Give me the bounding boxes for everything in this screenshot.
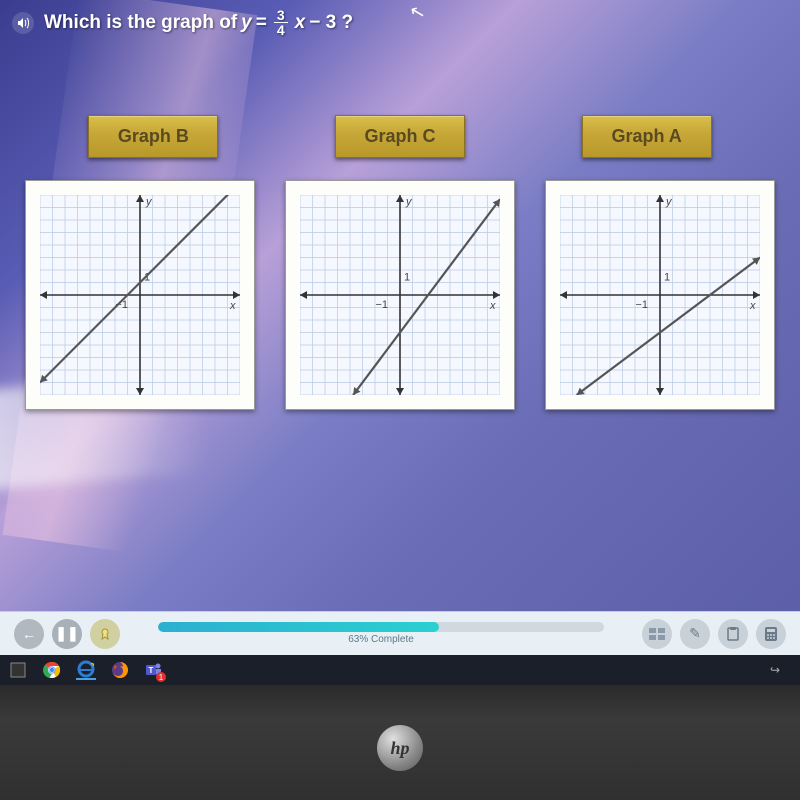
numerator: 3 [274, 8, 288, 23]
fraction: 3 4 [274, 8, 288, 37]
question-prefix: Which is the graph of [44, 12, 237, 34]
svg-text:x: x [229, 300, 236, 312]
taskbar: T1 ↪ [0, 655, 800, 685]
teams-icon[interactable]: T1 [144, 660, 164, 680]
question-bar: Which is the graph of y = 3 4 x − 3 ? [0, 0, 800, 45]
tool-button-1[interactable] [642, 619, 672, 649]
chrome-icon[interactable] [42, 660, 62, 680]
graph-card-b[interactable]: yx1−1 [25, 180, 255, 410]
svg-text:1: 1 [404, 272, 410, 284]
svg-text:1: 1 [664, 272, 670, 284]
svg-text:T: T [149, 666, 154, 675]
question-rest: − 3 ? [309, 12, 353, 34]
app-screen: ↖ Which is the graph of y = 3 4 x − 3 ? … [0, 0, 800, 685]
var-y: y [241, 12, 252, 34]
graph-svg-a: yx1−1 [560, 195, 760, 395]
progress-fill [158, 622, 439, 632]
svg-text:x: x [489, 300, 496, 312]
hp-logo: hp [377, 725, 423, 771]
progress-track [158, 622, 604, 632]
svg-text:−1: −1 [376, 299, 389, 311]
progress-label: 63% Complete [348, 634, 414, 645]
calculator-button[interactable] [756, 619, 786, 649]
badge-button[interactable] [90, 619, 120, 649]
pause-button[interactable]: ❚❚ [52, 619, 82, 649]
graphs-row: yx1−1 yx1−1 yx1−1 [0, 180, 800, 410]
right-tools: ✎ [642, 619, 786, 649]
photo-frame: ↖ Which is the graph of y = 3 4 x − 3 ? … [0, 0, 800, 800]
graph-card-c[interactable]: yx1−1 [285, 180, 515, 410]
svg-text:x: x [749, 300, 756, 312]
clipboard-button[interactable] [718, 619, 748, 649]
ie-icon[interactable] [76, 660, 96, 680]
back-button[interactable]: ← [14, 619, 44, 649]
denominator: 4 [274, 23, 288, 37]
answers-row: Graph B Graph C Graph A [0, 115, 800, 158]
graph-svg-c: yx1−1 [300, 195, 500, 395]
bottom-toolbar: ← ❚❚ 63% Complete ✎ [0, 611, 800, 655]
taskbar-app-icon[interactable] [8, 660, 28, 680]
answer-button-a[interactable]: Graph A [582, 115, 712, 158]
svg-text:−1: −1 [636, 299, 649, 311]
graph-svg-b: yx1−1 [40, 195, 240, 395]
answer-button-b[interactable]: Graph B [88, 115, 218, 158]
firefox-icon[interactable] [110, 660, 130, 680]
answer-button-c[interactable]: Graph C [335, 115, 465, 158]
audio-icon[interactable] [12, 12, 34, 34]
taskbar-share-icon[interactable]: ↪ [770, 663, 780, 677]
question-text: Which is the graph of y = 3 4 x − 3 ? [44, 8, 353, 37]
equals: = [256, 12, 267, 34]
graph-card-a[interactable]: yx1−1 [545, 180, 775, 410]
var-x: x [295, 12, 306, 34]
pencil-button[interactable]: ✎ [680, 619, 710, 649]
progress-bar: 63% Complete [158, 622, 604, 645]
